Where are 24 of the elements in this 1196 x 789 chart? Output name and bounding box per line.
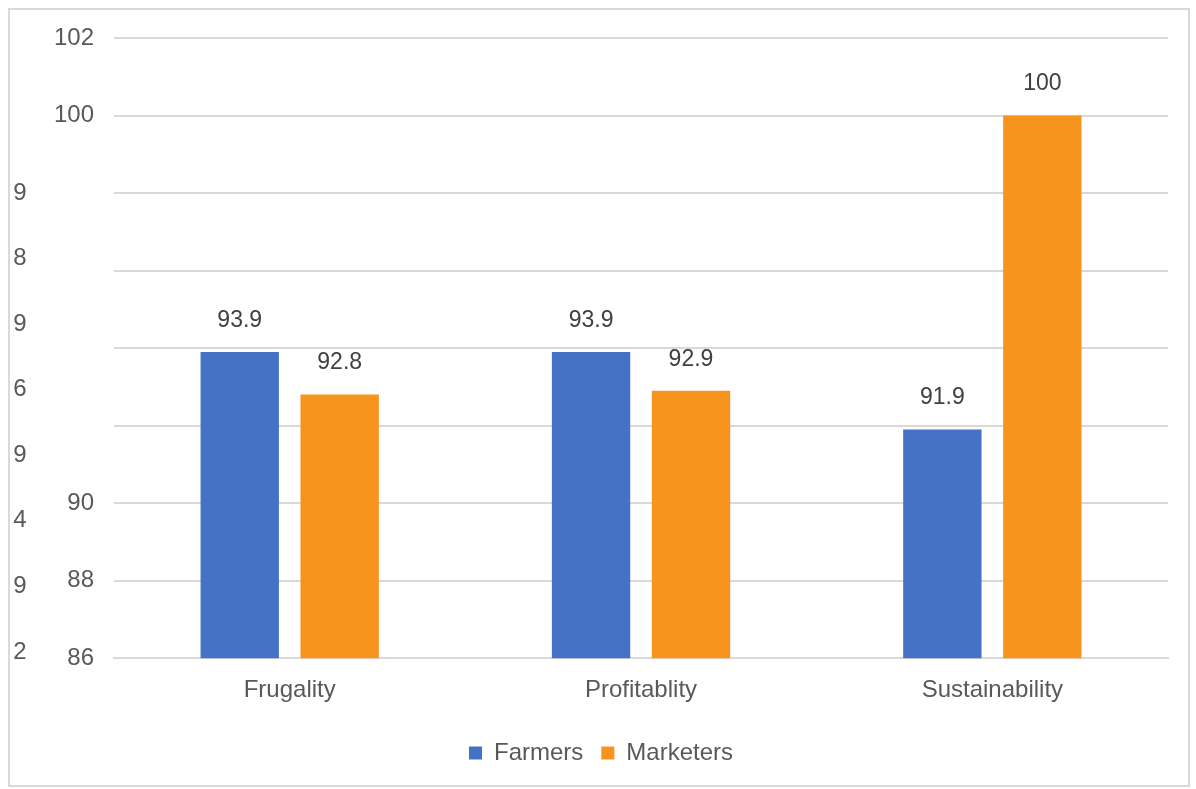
x-tick-label: Sustainability [921, 675, 1064, 703]
data-label: 93.9 [217, 305, 263, 332]
y-tick-label: 90 [67, 487, 95, 515]
legend-label: Farmers [493, 737, 584, 765]
text: 4 [13, 505, 27, 533]
legend-label: Marketers [626, 737, 734, 765]
x-tick-label: Profitablity [585, 675, 698, 703]
y-tick-label: 86 [67, 642, 95, 670]
data-label: 93.9 [568, 305, 614, 332]
text: 9 [13, 177, 27, 205]
y-tick-label: 102 [54, 22, 95, 50]
text: 6 [13, 374, 27, 402]
text: 2 [13, 636, 27, 664]
text: 9 [13, 571, 27, 599]
text: 8 [13, 243, 27, 271]
data-label: 100 [1023, 69, 1062, 96]
y-tick-label: 100 [54, 100, 95, 128]
text: 9 [13, 439, 27, 467]
data-label: 92.9 [668, 344, 714, 371]
data-label: 92.8 [317, 348, 363, 375]
data-label: 91.9 [919, 383, 965, 410]
x-tick-label: Frugality [243, 675, 336, 703]
y-tick-label: 88 [67, 565, 95, 593]
text: 9 [13, 308, 27, 336]
